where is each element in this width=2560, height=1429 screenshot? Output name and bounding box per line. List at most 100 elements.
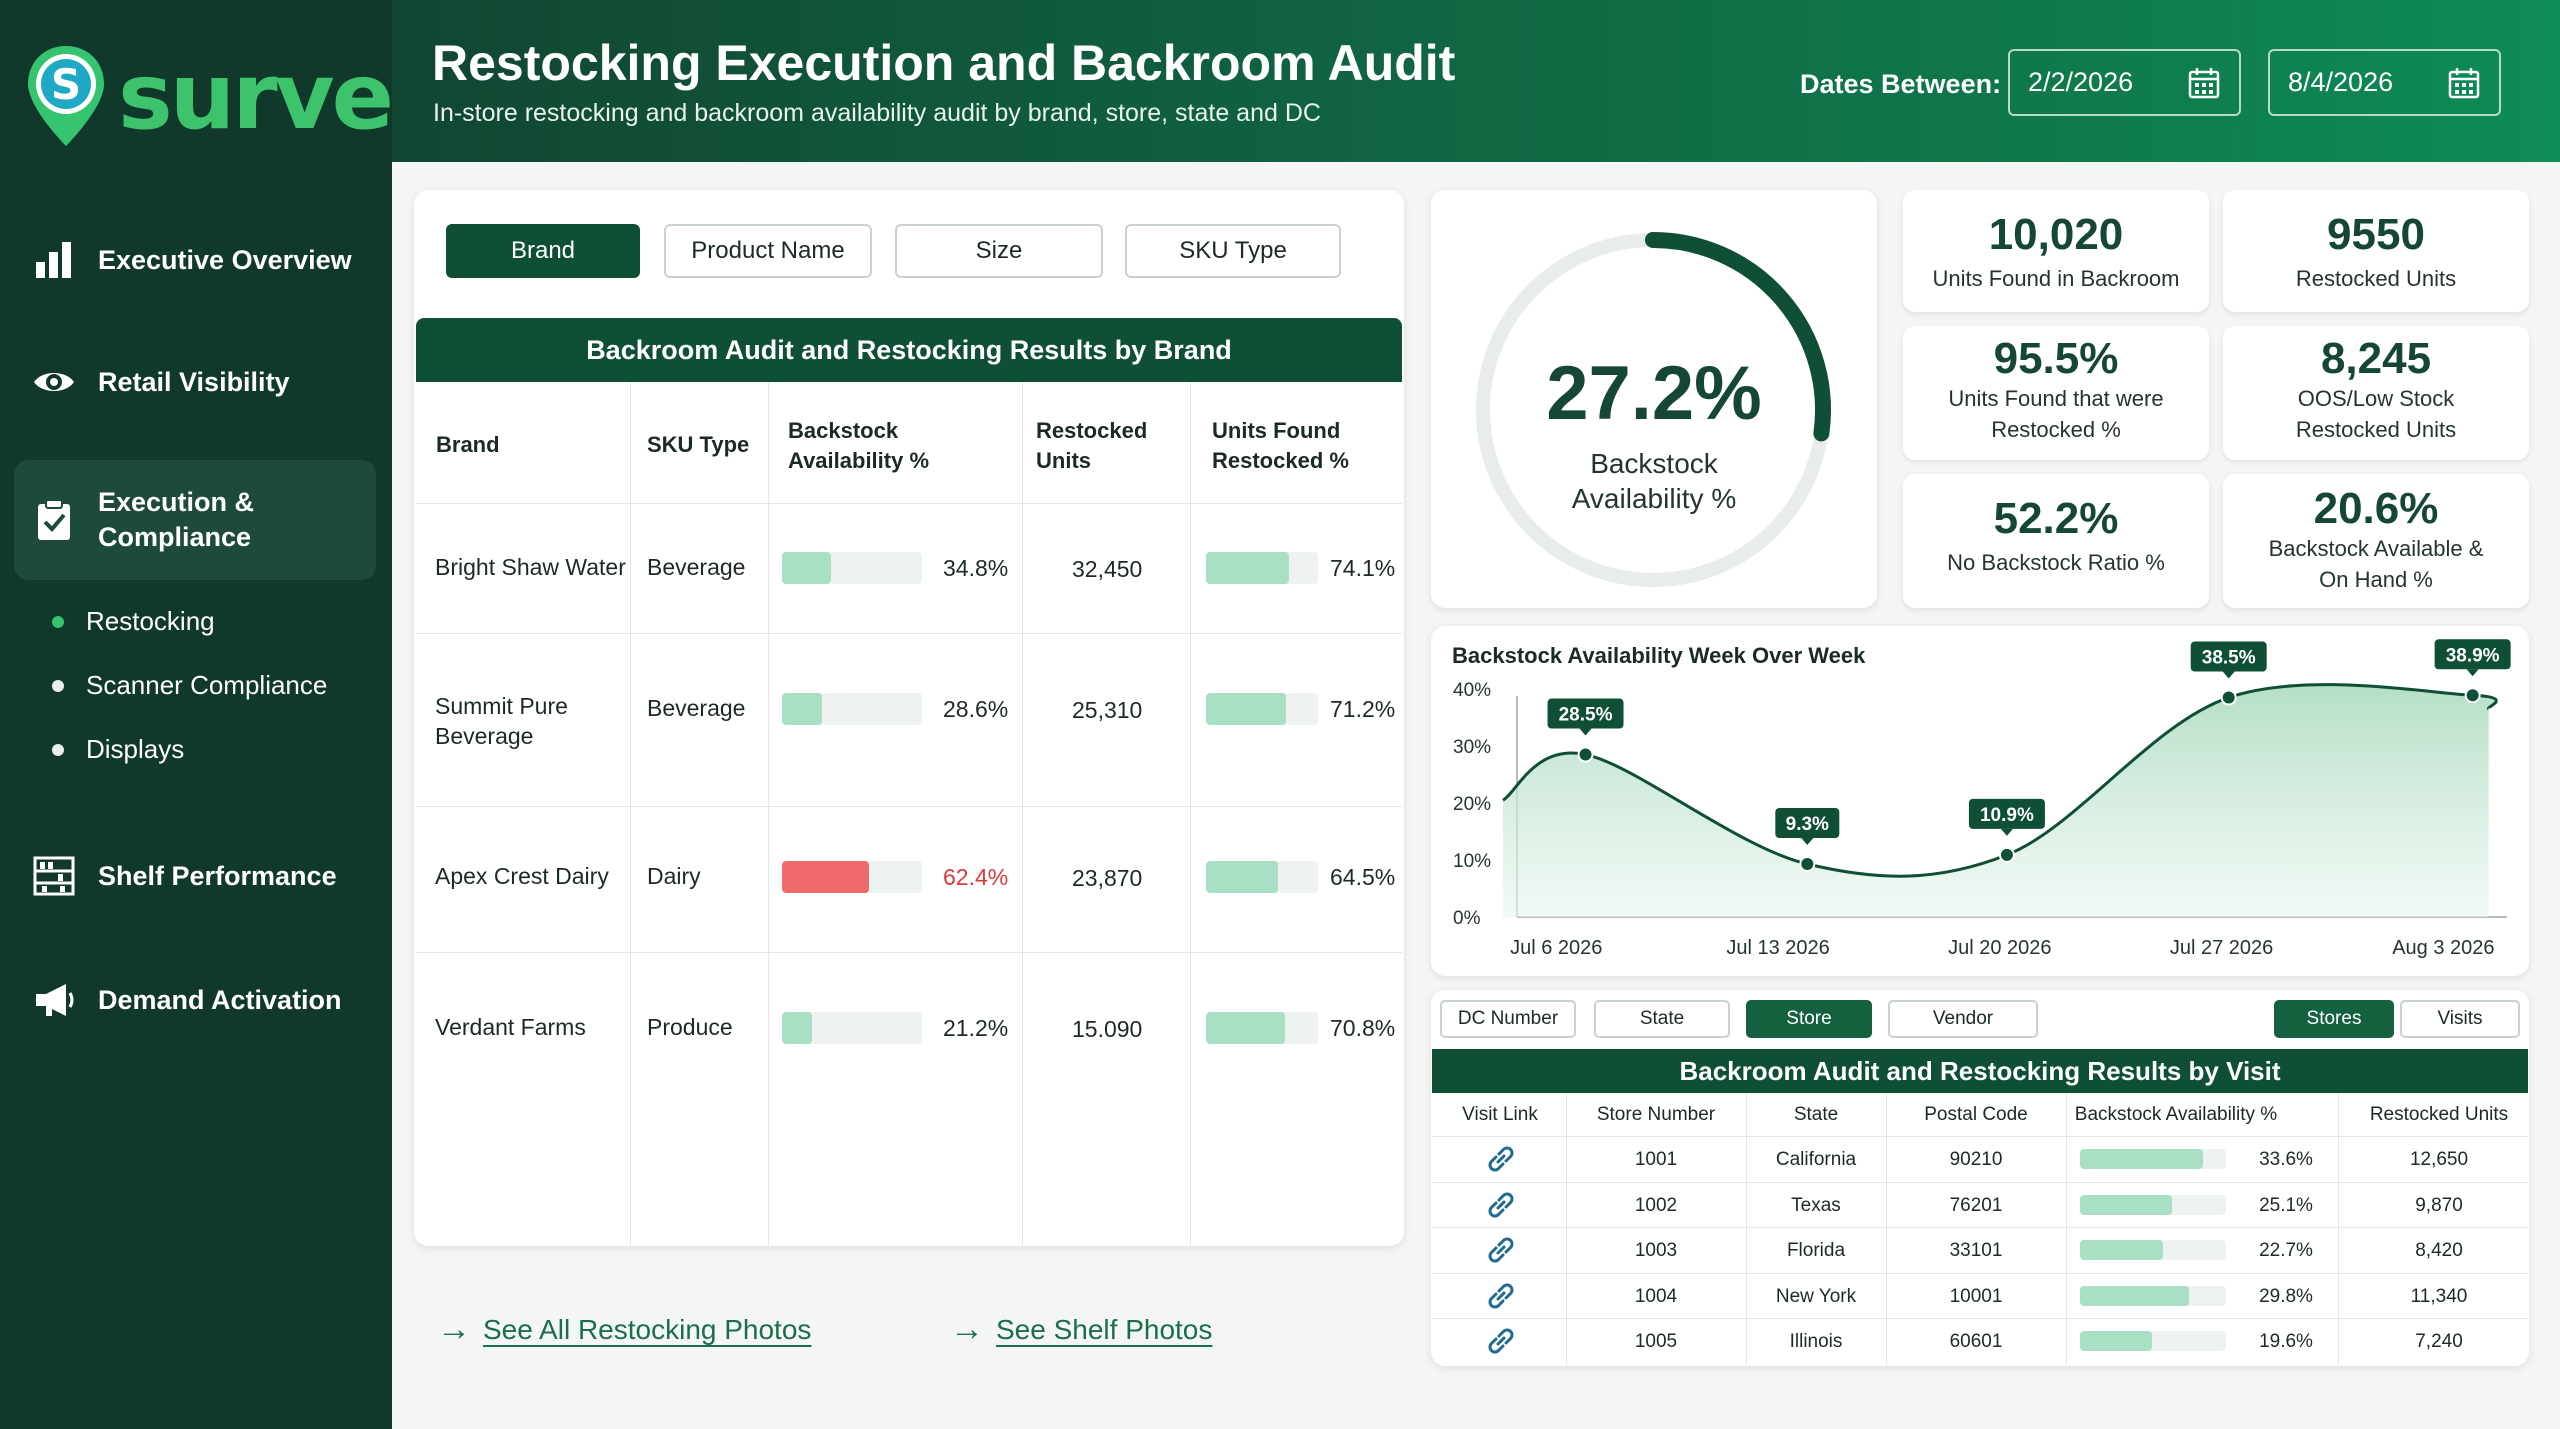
grid-line <box>1432 1227 2528 1228</box>
filter-vendor[interactable]: Vendor <box>1888 1000 2038 1038</box>
data-label-pointer <box>2466 669 2479 677</box>
availability-pct: 28.6% <box>943 696 1009 722</box>
kpi-label: No Backstock Ratio % <box>1947 550 2165 575</box>
kpi-backstock-on-hand: 20.6% Backstock Available & On Hand % <box>2223 474 2529 608</box>
availability-bar <box>782 693 922 725</box>
data-label-pointer <box>1579 728 1592 736</box>
calendar-icon <box>2448 67 2480 98</box>
date-from-value: 2/2/2026 <box>2028 67 2134 97</box>
page-header: Restocking Execution and Backroom Audit … <box>392 0 2560 162</box>
bar-fill <box>1206 1012 1286 1044</box>
arrow-right-icon: → <box>950 1310 984 1348</box>
bar-fill <box>1206 693 1286 725</box>
megaphone-icon <box>36 984 74 1016</box>
col-header-store-number: Store Number <box>1596 1104 1716 1125</box>
link-icon[interactable] <box>1483 1188 1519 1222</box>
sku-type-cell: Produce <box>647 1014 733 1040</box>
grid-line <box>1432 1272 2528 1274</box>
grid-line <box>416 952 1402 953</box>
found-restocked-pct: 71.2% <box>1330 696 1396 722</box>
kpi-oos-restocked: 8,245 OOS/Low Stock Restocked Units <box>2223 326 2529 460</box>
store-number-cell: 1001 <box>1634 1149 1678 1170</box>
data-label-pointer <box>2222 671 2235 679</box>
kpi-label: Units Found in Backroom <box>1932 266 2180 291</box>
sku-type-cell: Beverage <box>647 554 746 580</box>
col-header-restocked: Restocked Units <box>1036 418 1148 473</box>
nav-retail-visibility[interactable]: Retail Visibility <box>14 354 376 410</box>
link-label: See All Restocking Photos <box>483 1313 812 1345</box>
bar-fill <box>782 552 831 584</box>
grid-line <box>1886 1093 1887 1365</box>
sku-type-cell: Dairy <box>647 863 701 889</box>
x-tick-label: Jul 20 2026 <box>1948 937 2051 959</box>
col-header-restocked-units: Restocked Units <box>2369 1104 2509 1125</box>
toggle-size[interactable]: Size <box>895 224 1103 278</box>
link-icon[interactable] <box>1483 1142 1519 1176</box>
nav-label: Execution & Compliance <box>98 486 255 552</box>
logo[interactable]: S survey <box>22 42 451 152</box>
toggle-brand[interactable]: Brand <box>446 224 640 278</box>
link-icon[interactable] <box>1483 1324 1519 1358</box>
availability-pct: 34.8% <box>943 555 1009 581</box>
subnav-scanner-compliance[interactable]: Scanner Compliance <box>52 670 327 701</box>
see-all-restocking-photos-link[interactable]: → See All Restocking Photos <box>437 1310 811 1349</box>
arrow-right-icon: → <box>437 1310 471 1348</box>
subnav-displays[interactable]: Displays <box>52 734 184 765</box>
link-icon[interactable] <box>1483 1279 1519 1313</box>
col-header-postal-code: Postal Code <box>1924 1104 2028 1125</box>
grid-line <box>1566 1093 1567 1365</box>
svg-text:S: S <box>51 60 81 109</box>
col-header-found-restocked: Units Found Restocked % <box>1212 418 1349 473</box>
kpi-value: 52.2% <box>1993 494 2119 543</box>
toggle-product-name[interactable]: Product Name <box>664 224 872 278</box>
gauge-card: 27.2% Backstock Availability % <box>1431 190 1877 608</box>
kpi-label: OOS/Low Stock Restocked Units <box>2295 386 2457 442</box>
toggle-sku-type[interactable]: SKU Type <box>1125 224 1341 278</box>
date-to-picker[interactable]: 8/4/2026 <box>2268 49 2501 116</box>
subnav-label: Scanner Compliance <box>86 670 328 700</box>
restocked-units-cell: 7,240 <box>2415 1331 2463 1352</box>
filter-state[interactable]: State <box>1594 1000 1730 1038</box>
chart-title: Backstock Availability Week Over Week <box>1452 643 1866 668</box>
kpi-label: Restocked Units <box>2295 266 2457 291</box>
availability-bar <box>2080 1285 2226 1306</box>
date-from-picker[interactable]: 2/2/2026 <box>2008 49 2241 116</box>
bar-fill <box>782 693 823 725</box>
availability-pct-cell: 25.1% <box>2259 1194 2313 1216</box>
filter-store[interactable]: Store <box>1746 1000 1872 1038</box>
subnav-restocking[interactable]: Restocking <box>52 606 215 637</box>
eye-icon <box>34 373 74 391</box>
subnav-label: Restocking <box>86 606 215 636</box>
filter-dc-number[interactable]: DC Number <box>1440 1000 1576 1038</box>
bar-fill <box>1206 861 1279 893</box>
nav-demand-activation[interactable]: Demand Activation <box>14 972 376 1028</box>
nav-execution-compliance[interactable]: Execution & Compliance <box>14 460 376 580</box>
nav-label: Shelf Performance <box>98 860 337 891</box>
bar-fill <box>2080 1149 2203 1169</box>
store-number-cell: 1002 <box>1634 1194 1678 1216</box>
view-stores[interactable]: Stores <box>2274 1000 2394 1038</box>
store-number-cell: 1004 <box>1634 1285 1678 1307</box>
availability-bar <box>2080 1149 2226 1169</box>
grid-line <box>416 806 1402 807</box>
availability-bar <box>2080 1240 2226 1260</box>
found-restocked-bar <box>1206 1012 1318 1044</box>
nav-shelf-performance[interactable]: Shelf Performance <box>14 848 376 904</box>
availability-bar <box>2080 1331 2226 1351</box>
found-restocked-pct: 64.5% <box>1330 864 1396 890</box>
grid-line <box>630 382 631 1246</box>
x-tick-label: Jul 13 2026 <box>1726 937 1829 959</box>
view-visits[interactable]: Visits <box>2400 1000 2520 1038</box>
see-shelf-photos-link[interactable]: → See Shelf Photos <box>950 1310 1212 1349</box>
nav-executive-overview[interactable]: Executive Overview <box>14 232 376 288</box>
map-pin-logo-icon: S <box>28 46 104 146</box>
x-tick-label: Aug 3 2026 <box>2392 937 2494 959</box>
store-number-cell: 1003 <box>1634 1240 1678 1261</box>
restocked-units-cell: 8,420 <box>2415 1240 2463 1261</box>
sku-type-cell: Beverage <box>647 695 746 721</box>
y-tick-label: 40% <box>1453 680 1491 701</box>
bar-fill <box>2080 1194 2172 1215</box>
kpi-value: 9550 <box>2327 210 2425 259</box>
restocked-units-cell: 25,310 <box>1072 697 1143 723</box>
link-icon[interactable] <box>1483 1233 1519 1267</box>
